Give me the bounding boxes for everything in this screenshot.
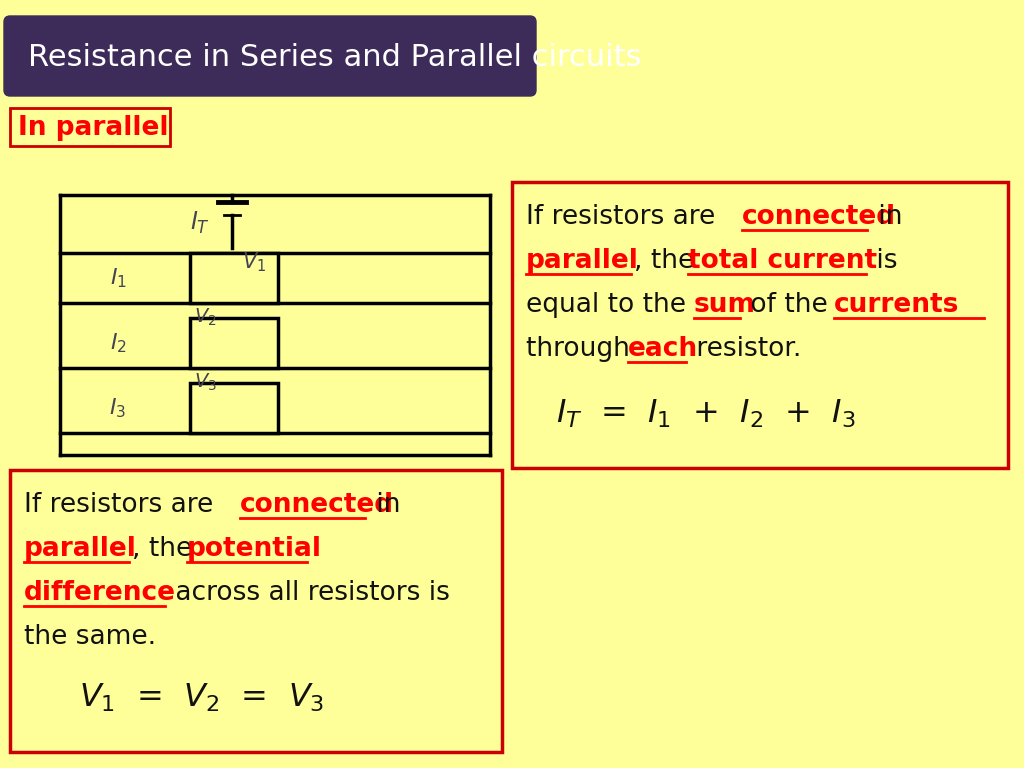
Text: If resistors are: If resistors are xyxy=(24,492,221,518)
Text: $V_1$: $V_1$ xyxy=(242,250,266,273)
Text: the same.: the same. xyxy=(24,624,156,650)
Text: connected: connected xyxy=(240,492,394,518)
Text: , the: , the xyxy=(132,536,201,562)
Text: $I_T$: $I_T$ xyxy=(189,210,210,236)
Bar xyxy=(190,383,278,433)
Text: parallel: parallel xyxy=(526,248,639,274)
Text: across all resistors is: across all resistors is xyxy=(167,580,450,606)
Text: $I_3$: $I_3$ xyxy=(110,396,127,420)
Text: $V_3$: $V_3$ xyxy=(194,372,217,393)
Text: In parallel: In parallel xyxy=(18,115,169,141)
Text: of the: of the xyxy=(742,292,837,318)
Text: $V_2$: $V_2$ xyxy=(194,307,217,328)
FancyBboxPatch shape xyxy=(4,16,536,96)
Text: through: through xyxy=(526,336,638,362)
Text: $I_1$: $I_1$ xyxy=(110,266,127,290)
Bar xyxy=(512,182,1008,468)
Text: sum: sum xyxy=(694,292,756,318)
Text: potential: potential xyxy=(187,536,322,562)
Text: Resistance in Series and Parallel circuits: Resistance in Series and Parallel circui… xyxy=(28,44,641,72)
Text: difference: difference xyxy=(24,580,176,606)
Bar xyxy=(190,318,278,368)
Text: $V_1$  =  $V_2$  =  $V_3$: $V_1$ = $V_2$ = $V_3$ xyxy=(79,682,325,714)
Text: $I_T$  =  $I_1$  +  $I_2$  +  $I_3$: $I_T$ = $I_1$ + $I_2$ + $I_3$ xyxy=(556,398,855,430)
Text: parallel: parallel xyxy=(24,536,137,562)
Text: connected: connected xyxy=(742,204,896,230)
Text: total current: total current xyxy=(688,248,878,274)
Text: each: each xyxy=(628,336,698,362)
Text: If resistors are: If resistors are xyxy=(526,204,724,230)
Bar xyxy=(10,108,170,146)
Text: , the: , the xyxy=(634,248,702,274)
Text: is: is xyxy=(868,248,897,274)
Text: currents: currents xyxy=(834,292,959,318)
Text: in: in xyxy=(368,492,400,518)
Bar xyxy=(190,253,278,303)
Text: equal to the: equal to the xyxy=(526,292,694,318)
Text: $I_2$: $I_2$ xyxy=(110,331,126,355)
Bar xyxy=(10,470,502,752)
Text: resistor.: resistor. xyxy=(688,336,802,362)
Text: in: in xyxy=(870,204,902,230)
